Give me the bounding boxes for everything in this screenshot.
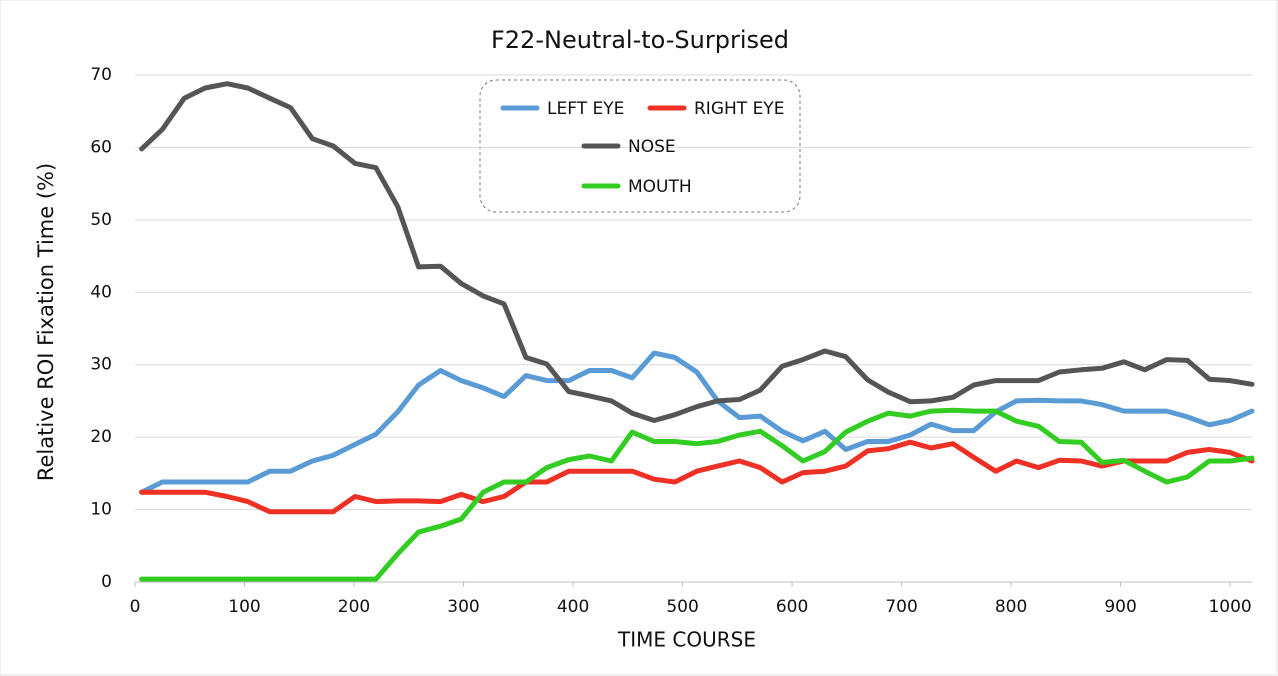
legend-label: NOSE [628, 137, 676, 157]
x-tick-label: 0 [130, 597, 141, 617]
series-line [139, 81, 1255, 423]
series-line [139, 350, 1255, 495]
x-axis-title: TIME COURSE [617, 628, 756, 652]
y-tick-label: 40 [90, 282, 112, 302]
chart-title: F22-Neutral-to-Surprised [491, 26, 789, 54]
y-tick-label: 60 [90, 137, 112, 157]
x-tick-label: 100 [228, 597, 260, 617]
x-tick-label: 500 [666, 597, 698, 617]
y-tick-label: 70 [90, 65, 112, 85]
y-tick-label: 20 [90, 427, 112, 447]
y-tick-label: 10 [90, 500, 112, 520]
x-tick-label: 300 [447, 597, 479, 617]
x-tick-label: 200 [338, 597, 370, 617]
series-line [139, 407, 1255, 582]
y-tick-label: 0 [101, 572, 112, 592]
x-tick-label: 400 [557, 597, 589, 617]
legend-label: RIGHT EYE [694, 99, 784, 119]
x-tick-label: 1000 [1208, 597, 1251, 617]
x-tick-label: 600 [776, 597, 808, 617]
legend-box [479, 79, 801, 213]
legend-label: MOUTH [628, 177, 692, 197]
x-tick-label: 900 [1104, 597, 1136, 617]
y-tick-label: 50 [90, 210, 112, 230]
y-tick-label: 30 [90, 355, 112, 375]
legend-label: LEFT EYE [547, 99, 624, 119]
y-axis-title: Relative ROI Fixation Time (%) [34, 163, 58, 481]
series-line [139, 439, 1255, 515]
x-tick-label: 700 [885, 597, 917, 617]
x-tick-label: 800 [995, 597, 1027, 617]
